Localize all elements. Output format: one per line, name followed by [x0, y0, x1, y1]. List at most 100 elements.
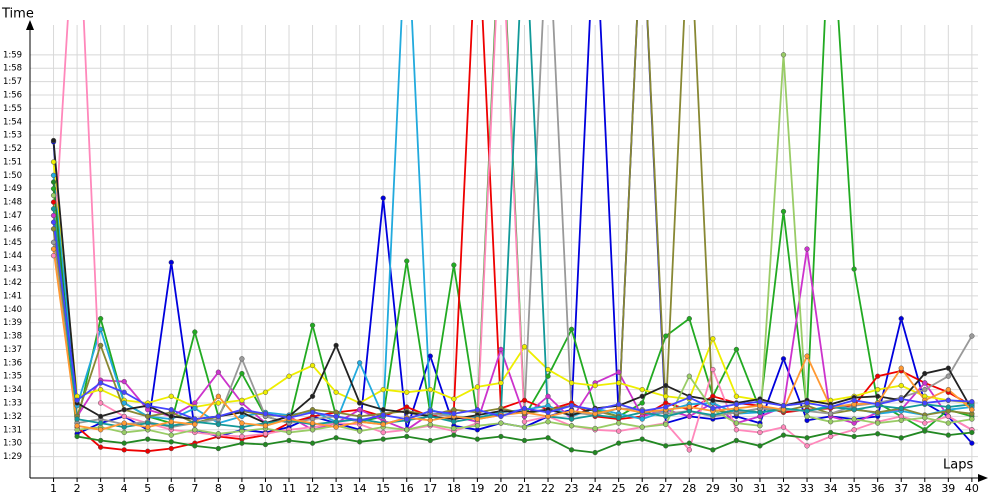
data-point: [121, 447, 127, 453]
data-point: [309, 427, 316, 433]
data-point: [309, 409, 316, 416]
data-point: [380, 429, 386, 436]
data-point: [945, 397, 951, 403]
x-axis-label: Laps: [943, 458, 973, 473]
data-point: [545, 366, 551, 373]
y-tick-label: 1:57: [3, 77, 22, 87]
data-point: [568, 423, 575, 429]
data-point: [380, 421, 386, 428]
data-point: [262, 431, 269, 437]
data-point: [521, 344, 528, 350]
data-point: [663, 333, 669, 339]
data-point: [168, 419, 174, 425]
data-point: [710, 447, 716, 453]
data-point: [639, 436, 645, 442]
data-point: [827, 411, 834, 417]
data-point: [474, 423, 481, 429]
data-point: [804, 246, 810, 252]
series-line: [52, 248, 973, 431]
data-point: [50, 172, 57, 178]
data-point: [50, 219, 57, 225]
plot-area: [50, 20, 975, 456]
data-point: [710, 366, 716, 373]
data-point: [568, 326, 575, 333]
x-tick-label: 39: [941, 482, 955, 495]
series-line: [52, 181, 972, 454]
y-tick-label: 1:52: [3, 144, 22, 154]
y-tick-label: 1:54: [3, 117, 22, 127]
y-tick-label: 1:55: [3, 104, 22, 114]
data-point: [898, 405, 904, 412]
data-point: [380, 407, 386, 413]
data-point: [686, 440, 692, 446]
data-point: [851, 397, 857, 403]
data-point: [663, 421, 669, 428]
data-point: [239, 397, 245, 403]
data-point: [262, 423, 269, 429]
data-point: [639, 424, 645, 430]
data-point: [568, 416, 575, 422]
y-tick-label: 1:31: [3, 425, 22, 435]
x-tick-label: 22: [541, 482, 555, 495]
data-point: [804, 413, 810, 420]
series-line: [52, 20, 973, 425]
data-point: [521, 405, 528, 412]
data-point: [50, 199, 57, 205]
data-point: [686, 413, 692, 420]
data-point: [286, 415, 292, 421]
data-point: [663, 382, 669, 389]
x-tick-label: 19: [470, 482, 484, 495]
data-point: [898, 417, 904, 424]
y-tick-label: 1:32: [3, 412, 22, 422]
data-point: [969, 333, 975, 339]
x-tick-label: 9: [238, 482, 245, 495]
data-point: [945, 404, 951, 410]
data-point: [498, 433, 504, 440]
series-line: [52, 20, 973, 425]
data-point: [168, 413, 174, 420]
data-point: [757, 423, 763, 429]
data-point: [686, 394, 692, 401]
data-point: [568, 408, 575, 414]
data-point: [215, 400, 222, 406]
y-tick-label: 1:48: [3, 198, 22, 208]
y-tick-label: 1:36: [3, 358, 22, 368]
x-tick-label: 2: [74, 482, 81, 495]
data-point: [333, 342, 339, 349]
series-line: [52, 161, 973, 408]
data-point: [97, 342, 104, 349]
x-tick-label: 20: [494, 482, 508, 495]
data-point: [309, 322, 316, 328]
data-point: [121, 378, 127, 385]
data-point: [121, 389, 127, 395]
data-point: [875, 401, 881, 407]
data-point: [474, 384, 481, 390]
data-point: [545, 373, 551, 379]
data-point: [404, 433, 410, 440]
data-point: [733, 401, 740, 407]
series-line: [52, 222, 972, 422]
data-point: [733, 420, 740, 426]
data-point: [357, 428, 363, 434]
x-tick-label: 16: [400, 482, 414, 495]
data-point: [780, 403, 787, 409]
data-point: [97, 427, 104, 433]
data-point: [309, 362, 316, 369]
data-point: [616, 369, 622, 375]
data-point: [545, 393, 551, 399]
data-point: [451, 425, 457, 432]
data-point: [239, 407, 245, 413]
data-point: [357, 407, 363, 413]
data-point: [145, 424, 151, 430]
data-point: [616, 401, 622, 407]
data-point: [451, 262, 457, 268]
data-point: [875, 373, 881, 379]
x-axis-arrow: [978, 474, 988, 482]
data-point: [592, 382, 598, 389]
data-point: [239, 433, 245, 440]
data-point: [192, 427, 198, 433]
data-point: [97, 315, 104, 322]
data-point: [616, 420, 622, 426]
y-tick-label: 1:42: [3, 278, 22, 288]
data-point: [945, 420, 951, 426]
